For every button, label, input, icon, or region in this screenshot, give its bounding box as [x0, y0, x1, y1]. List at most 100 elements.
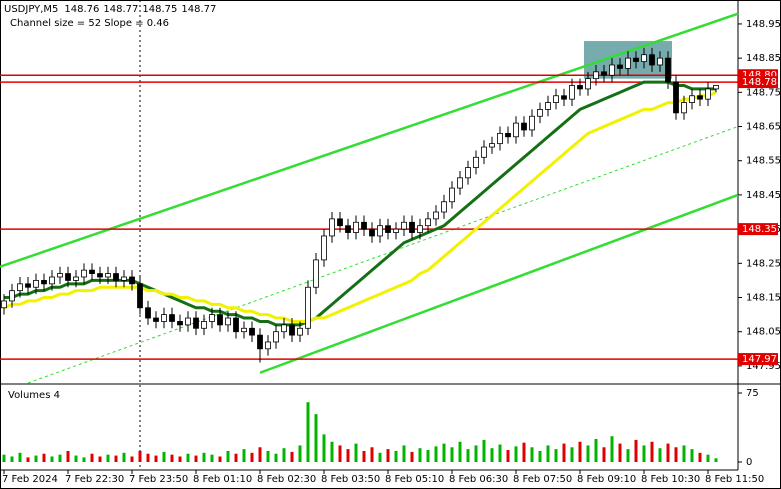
candle-body — [369, 228, 375, 237]
candle-body — [193, 317, 199, 329]
x-tick-label: 8 Feb 10:30 — [641, 474, 700, 485]
volume-tick-label: 75 — [746, 388, 759, 399]
candle-body — [113, 273, 119, 281]
volume-title: Volumes 4 — [8, 390, 60, 401]
plot: 148.95 148.85 148.75 148.65 148.55 148.45 148.… — [0, 12, 781, 485]
ohlc-close: 148.77 — [181, 4, 216, 15]
candle-body — [465, 167, 471, 179]
y-tick-label: 148.15 — [746, 293, 781, 304]
candle-body — [641, 54, 647, 62]
candle-body — [393, 228, 399, 233]
candle-body — [33, 280, 39, 288]
candle-body — [321, 235, 327, 261]
candle-body — [169, 314, 175, 322]
candle-body — [673, 81, 679, 114]
ohlc-low: 148.75 — [142, 4, 177, 15]
candle-body — [161, 314, 167, 322]
y-tick-label: 148.75 — [746, 87, 781, 98]
candle-body — [65, 273, 71, 281]
x-tick-label: 8 Feb 03:50 — [321, 474, 380, 485]
candle-body — [449, 187, 455, 203]
x-tick-label: 7 Feb 23:50 — [129, 474, 188, 485]
moving-average — [3, 90, 717, 323]
candle-body — [345, 225, 351, 233]
level-label-box — [738, 223, 778, 236]
candle-body — [9, 290, 15, 302]
candle-body — [57, 273, 63, 278]
candle-body — [177, 321, 183, 326]
candle-body — [329, 218, 335, 237]
candle-body — [89, 269, 95, 274]
candle-body — [401, 221, 407, 230]
candle-body — [361, 221, 367, 230]
candle-body — [665, 57, 671, 83]
level-label: 148.78 — [742, 77, 777, 88]
candle-body — [249, 327, 255, 336]
candle-body — [241, 327, 247, 333]
candle-body — [273, 331, 279, 343]
candle-body — [73, 276, 79, 281]
candle-body — [489, 143, 495, 148]
candle-body — [337, 218, 343, 227]
candle-body — [433, 211, 439, 220]
candle-body — [697, 95, 703, 100]
x-tick-label: 8 Feb 07:50 — [513, 474, 572, 485]
candle-body — [417, 225, 423, 233]
chart-title: USDJPY,M5 148.76 148.77 148.75 148.77 — [4, 4, 216, 15]
candle-body — [649, 54, 655, 66]
y-tick-label: 148.45 — [746, 190, 781, 201]
candle-body — [497, 132, 503, 145]
candle-body — [377, 225, 383, 237]
candle-body — [289, 324, 295, 336]
candle-body — [481, 146, 487, 158]
candle-body — [593, 71, 599, 80]
y-tick-label: 148.65 — [746, 122, 781, 133]
level-label: 147.97 — [742, 354, 777, 365]
candle-body — [121, 276, 127, 281]
ohlc-high: 148.77 — [103, 4, 138, 15]
candle-body — [513, 122, 519, 138]
candle-body — [473, 156, 479, 168]
candle-body — [81, 269, 87, 278]
candle-body — [49, 276, 55, 285]
x-tick-label: 7 Feb 22:30 — [65, 474, 124, 485]
candle-body — [137, 283, 143, 309]
candle-body — [297, 327, 303, 336]
candle-body — [129, 276, 135, 285]
level-label: 148.80 — [742, 70, 777, 81]
y-tick-label: 148.05 — [746, 327, 781, 338]
ohlc-open: 148.76 — [64, 4, 99, 15]
volume-tick-label: 0 — [746, 457, 752, 468]
y-tick-label: 147.95 — [746, 361, 781, 372]
candle-body — [217, 314, 223, 326]
candle-body — [225, 317, 231, 326]
level-label-box — [738, 353, 778, 366]
indicator-info: Channel size = 52 Slope = 0.46 — [10, 18, 169, 29]
candle-body — [553, 95, 559, 103]
candle-body — [713, 85, 719, 90]
symbol: USDJPY,M5 — [4, 4, 58, 15]
candle-body — [569, 85, 575, 100]
candle-body — [617, 64, 623, 69]
candle-body — [41, 280, 47, 285]
candle-body — [233, 317, 239, 333]
level-label-box — [738, 76, 778, 89]
candle-body — [441, 201, 447, 213]
y-tick-label: 148.55 — [746, 156, 781, 167]
candle-body — [521, 122, 527, 131]
candle-body — [281, 324, 287, 333]
candle-body — [537, 109, 543, 117]
x-tick-label: 8 Feb 06:30 — [449, 474, 508, 485]
candle-body — [657, 57, 663, 66]
candle-body — [209, 314, 215, 322]
candle-body — [577, 85, 583, 90]
candle-body — [609, 64, 615, 76]
candle-body — [201, 321, 207, 329]
candle-body — [457, 177, 463, 189]
candle-body — [25, 283, 31, 288]
candle-body — [561, 95, 567, 100]
x-tick-label: 8 Feb 09:10 — [577, 474, 636, 485]
candle-body — [385, 225, 391, 233]
y-tick-label: 148.95 — [746, 19, 781, 30]
